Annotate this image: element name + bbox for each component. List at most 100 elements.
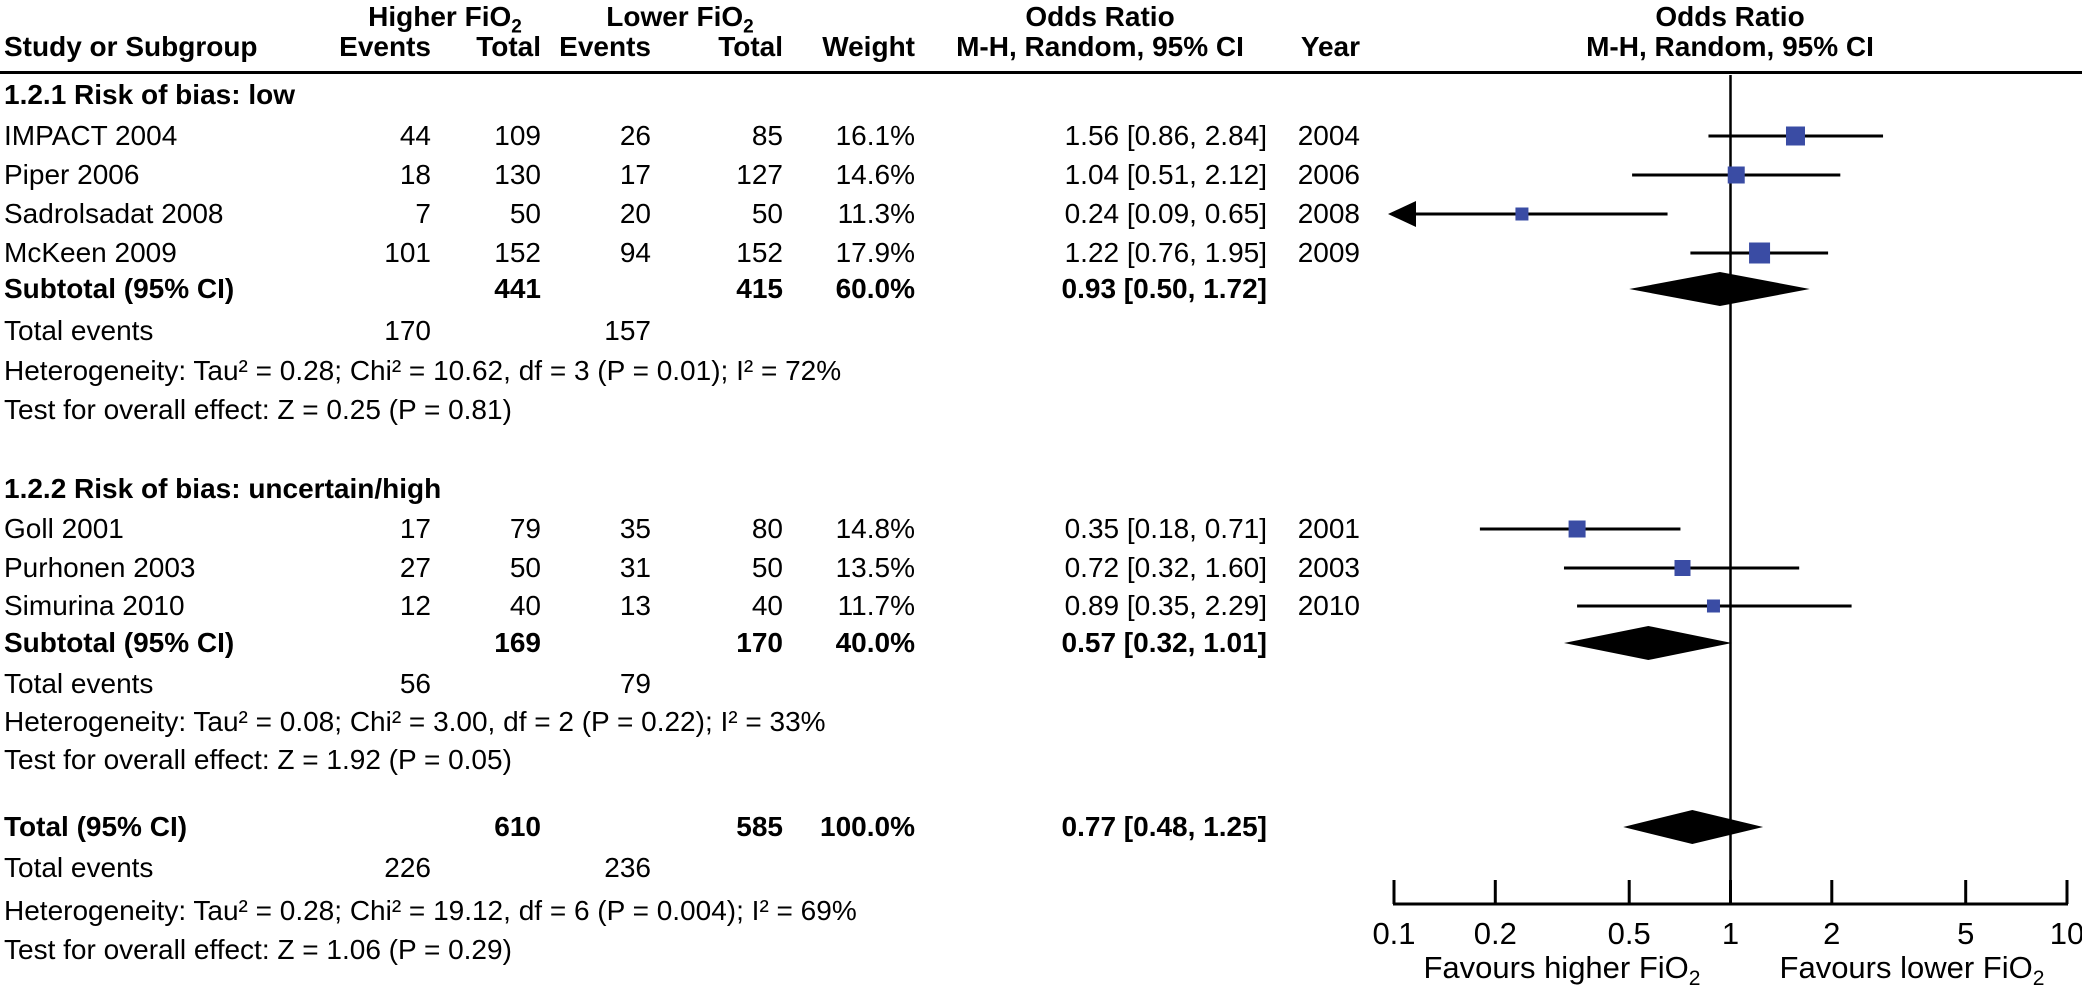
heterogeneity-text: Heterogeneity: Tau² = 0.28; Chi² = 19.12… bbox=[4, 895, 857, 926]
total-lower: 50 bbox=[751, 198, 783, 229]
events-lower: 17 bbox=[619, 159, 651, 190]
total-lower: 80 bbox=[751, 513, 783, 544]
favours-left-text: Favours higher FiO bbox=[1423, 950, 1689, 985]
or-ci-value: 0.35 [0.18, 0.71] bbox=[1064, 513, 1267, 544]
weight-value: 14.8% bbox=[835, 513, 915, 544]
subtotal-label: Subtotal (95% CI) bbox=[4, 627, 235, 658]
total-lower: 50 bbox=[751, 552, 783, 583]
total-events-label: Total events bbox=[4, 668, 154, 699]
year-value: 2010 bbox=[1297, 590, 1360, 621]
subtotal-weight: 60.0% bbox=[835, 273, 915, 304]
total-total-higher: 610 bbox=[494, 811, 541, 842]
subtotal-total-higher: 169 bbox=[494, 627, 541, 658]
axis-tick-label: 5 bbox=[1957, 916, 1974, 951]
events-higher: 27 bbox=[399, 552, 431, 583]
col-header-events-higher: Events bbox=[339, 31, 431, 62]
total-diamond bbox=[1623, 810, 1764, 844]
effect-square bbox=[1568, 520, 1586, 538]
effect-square bbox=[1785, 126, 1805, 146]
axis-tick-label: 1 bbox=[1722, 916, 1739, 951]
overall-effect-text: Test for overall effect: Z = 0.25 (P = 0… bbox=[4, 394, 512, 425]
or-ci-value: 0.89 [0.35, 2.29] bbox=[1064, 590, 1267, 621]
events-higher: 12 bbox=[399, 590, 431, 621]
weight-value: 17.9% bbox=[835, 237, 915, 268]
subtotal-or-ci: 0.57 [0.32, 1.01] bbox=[1061, 627, 1267, 658]
axis-tick-label: 0.5 bbox=[1608, 916, 1651, 951]
col-group-lower-fio2: Lower FiO2 bbox=[606, 1, 754, 37]
lower-fio2-subscript: 2 bbox=[743, 16, 754, 38]
or-ci-value: 1.56 [0.86, 2.84] bbox=[1064, 120, 1267, 151]
favours-right-label: Favours lower FiO2 bbox=[1779, 950, 2045, 989]
total-higher: 109 bbox=[494, 120, 541, 151]
total-weight: 100.0% bbox=[820, 811, 915, 842]
header-separator-line bbox=[0, 71, 2082, 74]
col-group-odds-ratio-right: Odds Ratio bbox=[1655, 1, 1805, 32]
subtotal-total-lower: 415 bbox=[736, 273, 783, 304]
year-value: 2006 bbox=[1297, 159, 1360, 190]
total-higher: 40 bbox=[509, 590, 541, 621]
weight-value: 11.7% bbox=[837, 590, 915, 621]
total-lower: 127 bbox=[736, 159, 783, 190]
subtotal-or-ci: 0.93 [0.50, 1.72] bbox=[1061, 273, 1267, 304]
effect-square bbox=[1515, 207, 1529, 221]
total-higher: 50 bbox=[509, 552, 541, 583]
group-title: 1.2.2 Risk of bias: uncertain/high bbox=[4, 473, 442, 504]
year-value: 2001 bbox=[1297, 513, 1360, 544]
total-or-ci: 0.77 [0.48, 1.25] bbox=[1061, 811, 1267, 842]
col-header-year: Year bbox=[1300, 31, 1360, 62]
events-lower: 94 bbox=[619, 237, 651, 268]
year-value: 2004 bbox=[1297, 120, 1360, 151]
col-header-weight: Weight bbox=[822, 31, 915, 62]
axis-tick-label: 0.1 bbox=[1372, 916, 1415, 951]
or-ci-value: 0.24 [0.09, 0.65] bbox=[1064, 198, 1267, 229]
study-name: IMPACT 2004 bbox=[4, 120, 178, 151]
weight-value: 11.3% bbox=[837, 198, 915, 229]
total-lower: 152 bbox=[736, 237, 783, 268]
study-name: Purhonen 2003 bbox=[4, 552, 196, 583]
effect-square bbox=[1674, 560, 1691, 576]
col-header-total-lower: Total bbox=[718, 31, 783, 62]
lower-fio2-text: Lower FiO bbox=[606, 1, 744, 32]
effect-square bbox=[1727, 166, 1745, 184]
total-higher: 79 bbox=[509, 513, 541, 544]
events-lower: 20 bbox=[619, 198, 651, 229]
total-lower: 40 bbox=[751, 590, 783, 621]
favours-left-subscript: 2 bbox=[1688, 967, 1701, 991]
subtotal-weight: 40.0% bbox=[835, 627, 915, 658]
overall-effect-text: Test for overall effect: Z = 1.06 (P = 0… bbox=[4, 934, 512, 965]
events-higher: 7 bbox=[415, 198, 431, 229]
favours-right-text: Favours lower FiO bbox=[1779, 950, 2033, 985]
favours-left-label: Favours higher FiO2 bbox=[1423, 950, 1700, 989]
subtotal-diamond bbox=[1629, 272, 1810, 306]
total-total-lower: 585 bbox=[736, 811, 783, 842]
total-events-higher: 170 bbox=[384, 315, 431, 346]
col-header-total-higher: Total bbox=[476, 31, 541, 62]
higher-fio2-text: Higher FiO bbox=[368, 1, 512, 32]
study-name: Simurina 2010 bbox=[4, 590, 185, 621]
subtotal-total-lower: 170 bbox=[736, 627, 783, 658]
events-higher: 18 bbox=[399, 159, 431, 190]
col-header-study: Study or Subgroup bbox=[4, 31, 258, 62]
study-name: Goll 2001 bbox=[4, 513, 124, 544]
year-value: 2003 bbox=[1297, 552, 1360, 583]
axis-tick-label: 0.2 bbox=[1474, 916, 1517, 951]
study-name: Piper 2006 bbox=[4, 159, 140, 190]
total-higher: 50 bbox=[509, 198, 541, 229]
events-lower: 26 bbox=[619, 120, 651, 151]
weight-value: 13.5% bbox=[835, 552, 915, 583]
col-group-higher-fio2: Higher FiO2 bbox=[368, 1, 522, 37]
total-higher: 130 bbox=[494, 159, 541, 190]
events-lower: 35 bbox=[619, 513, 651, 544]
heterogeneity-text: Heterogeneity: Tau² = 0.08; Chi² = 3.00,… bbox=[4, 706, 826, 737]
year-value: 2008 bbox=[1297, 198, 1360, 229]
subtotal-label: Subtotal (95% CI) bbox=[4, 273, 235, 304]
total-events-label: Total events bbox=[4, 315, 154, 346]
ci-arrow-left bbox=[1388, 201, 1416, 227]
total-events-label: Total events bbox=[4, 852, 154, 883]
total-label: Total (95% CI) bbox=[4, 811, 188, 842]
higher-fio2-subscript: 2 bbox=[511, 16, 522, 38]
axis-tick-label: 2 bbox=[1823, 916, 1840, 951]
weight-value: 14.6% bbox=[835, 159, 915, 190]
or-ci-value: 0.72 [0.32, 1.60] bbox=[1064, 552, 1267, 583]
